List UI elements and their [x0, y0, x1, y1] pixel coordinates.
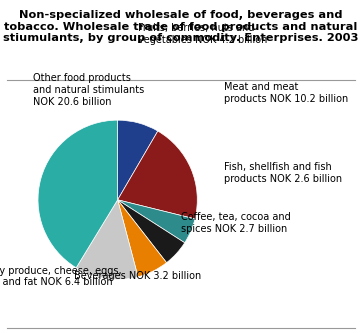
Text: Dairy produce, cheese, eggs,
oil and fat NOK 6.4 billion: Dairy produce, cheese, eggs, oil and fat… — [0, 266, 122, 287]
Wedge shape — [76, 200, 138, 279]
Wedge shape — [38, 120, 118, 268]
Wedge shape — [118, 200, 185, 263]
Text: Other food products
and natural stimulants
NOK 20.6 billion: Other food products and natural stimulan… — [33, 73, 144, 107]
Text: Fruits, berries, nuts and
vegetables NOK 4.2 billion: Fruits, berries, nuts and vegetables NOK… — [138, 23, 267, 45]
Text: Meat and meat
products NOK 10.2 billion: Meat and meat products NOK 10.2 billion — [224, 83, 349, 104]
Wedge shape — [118, 131, 197, 219]
Text: Non-specialized wholesale of food, beverages and
tobacco. Wholesale trade of foo: Non-specialized wholesale of food, bever… — [3, 10, 359, 43]
Wedge shape — [118, 120, 158, 200]
Text: Fish, shellfish and fish
products NOK 2.6 billion: Fish, shellfish and fish products NOK 2.… — [224, 163, 342, 184]
Text: Beverages NOK 3.2 billion: Beverages NOK 3.2 billion — [74, 271, 201, 281]
Wedge shape — [118, 200, 167, 277]
Wedge shape — [118, 200, 195, 243]
Text: Coffee, tea, cocoa and
spices NOK 2.7 billion: Coffee, tea, cocoa and spices NOK 2.7 bi… — [181, 212, 291, 234]
